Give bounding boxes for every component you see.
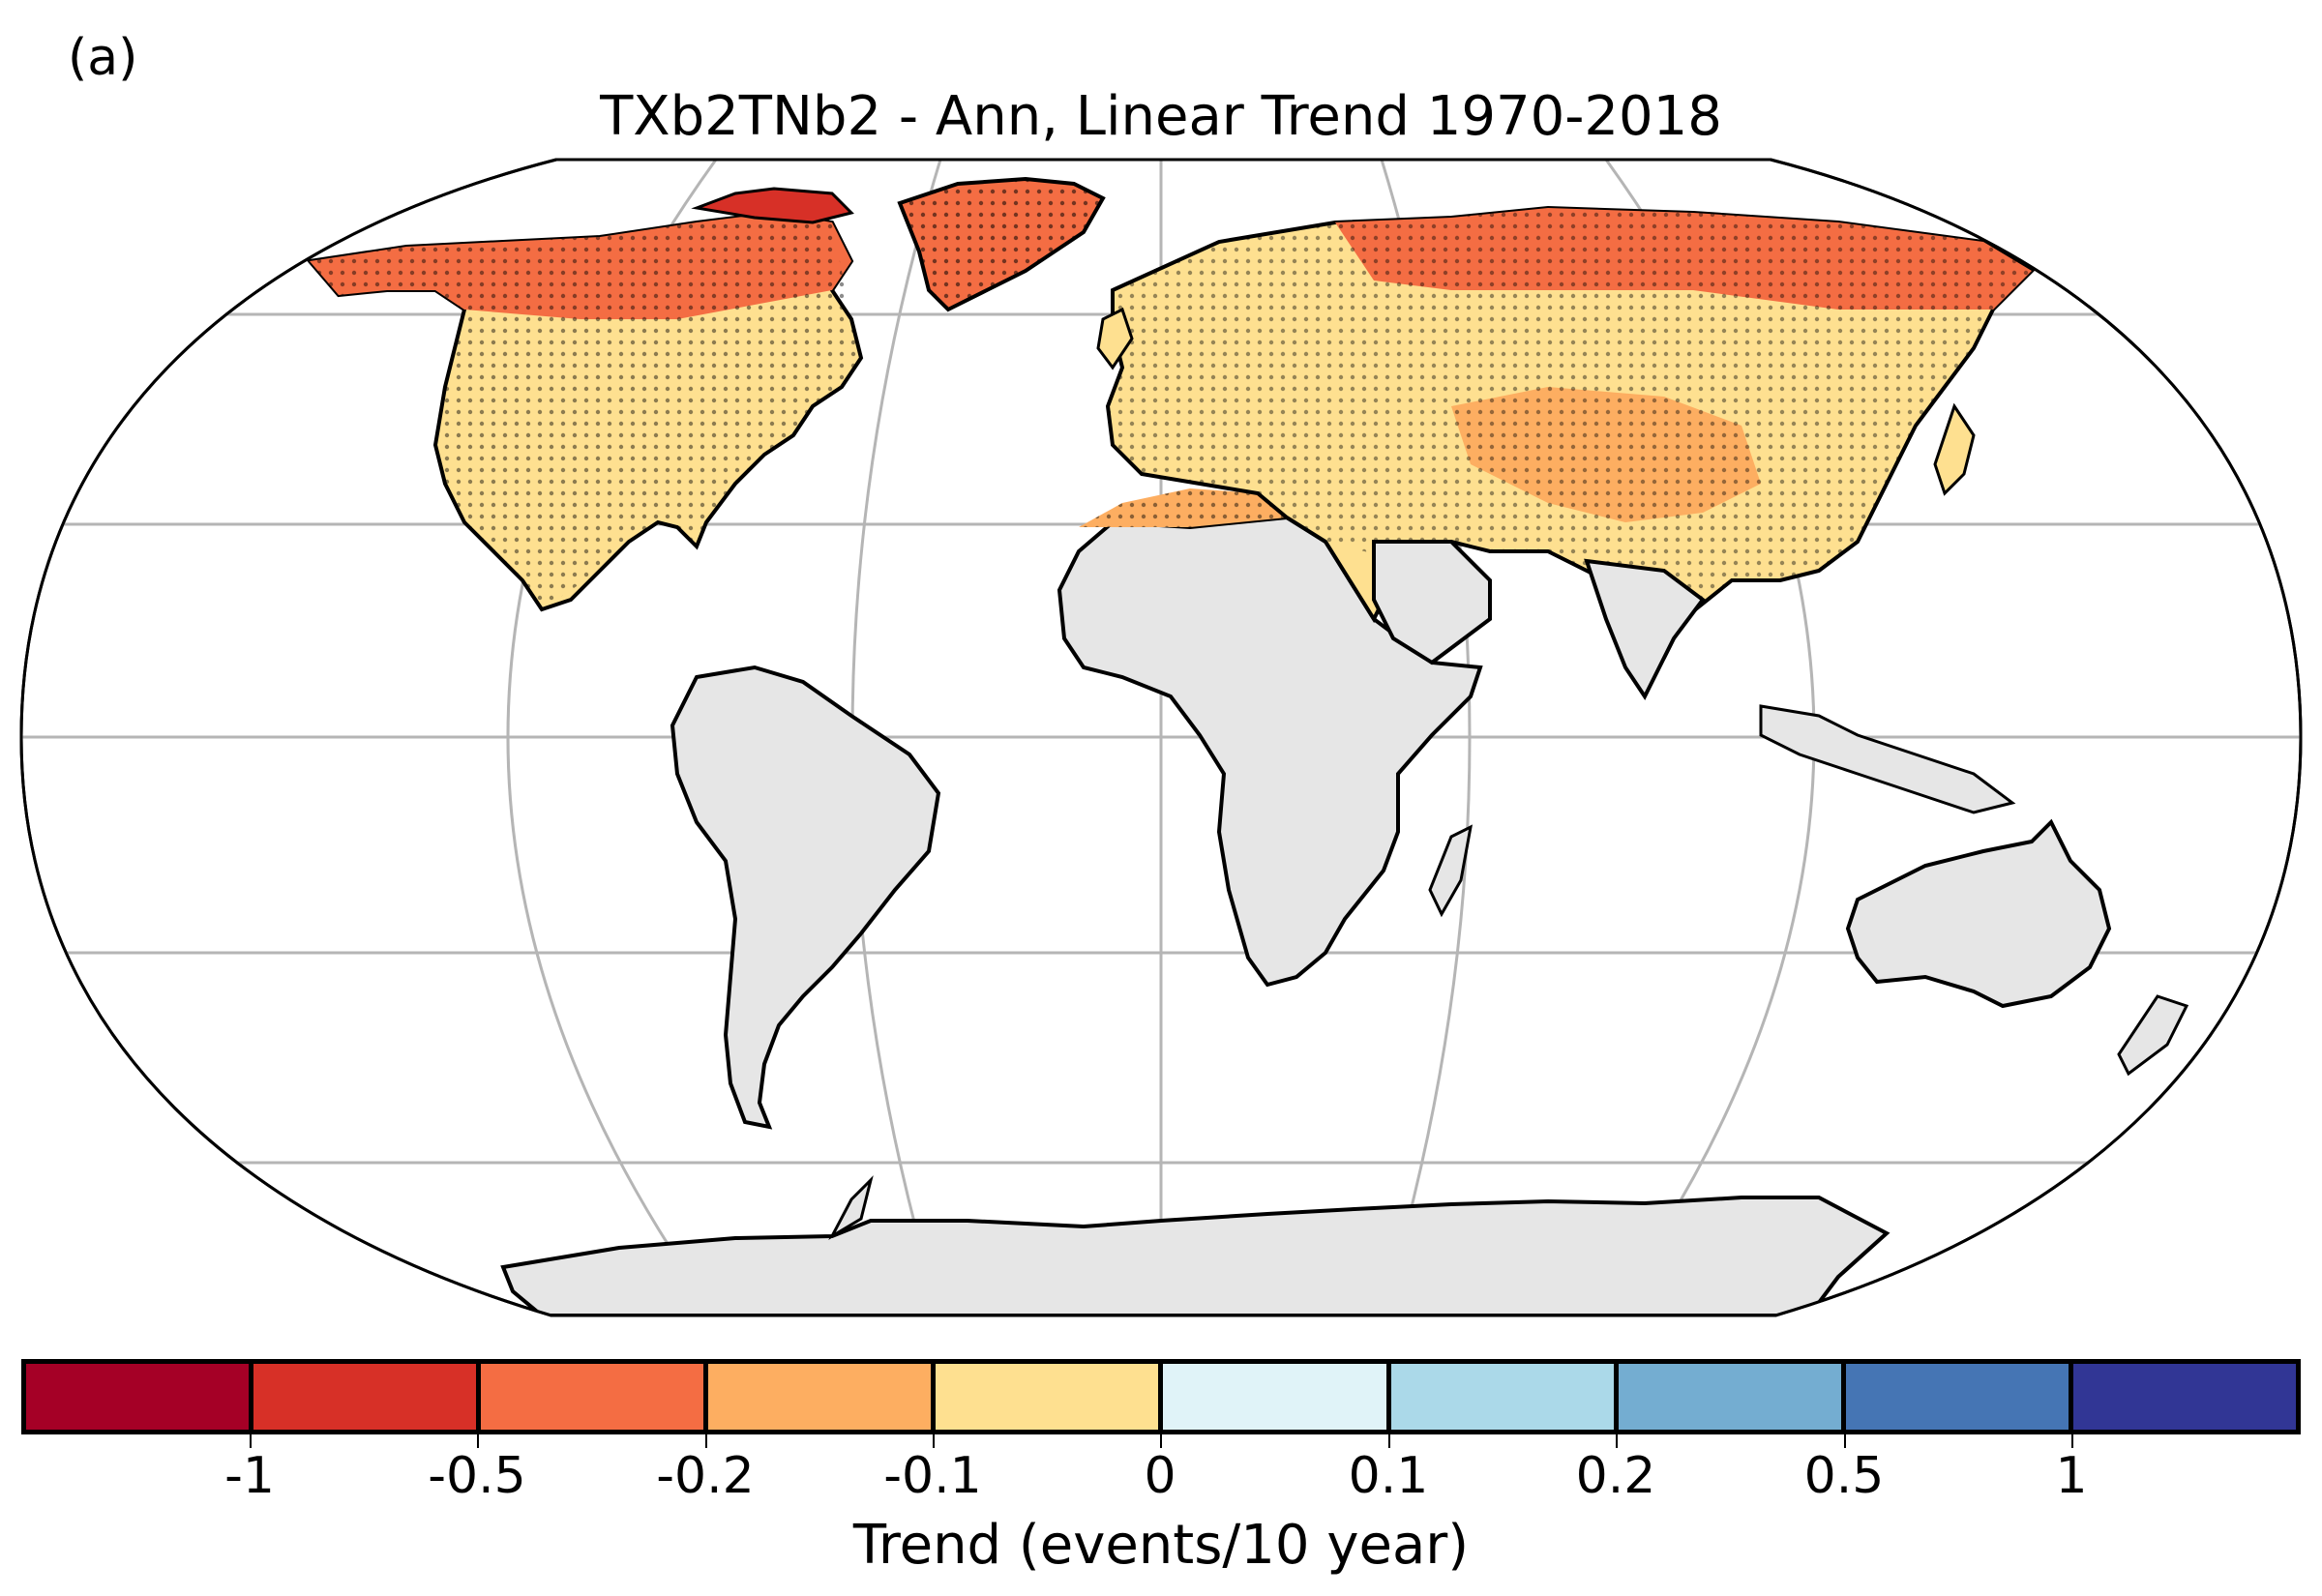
colorbar-tick-label: 0.2 [1575, 1447, 1656, 1505]
arabia-landmass [1372, 540, 1492, 665]
colorbar-title: Trend (events/10 year) [852, 1514, 1470, 1577]
colorbar-tick-label: 0.5 [1803, 1447, 1885, 1505]
colorbar-tick-label: -1 [224, 1447, 275, 1505]
colorbar-tick [477, 1434, 479, 1448]
colorbar-bin [253, 1364, 482, 1430]
colorbar-tick-label: -0.1 [883, 1447, 982, 1505]
japan-islands [1933, 402, 1976, 496]
antarctic-peninsula [828, 1175, 874, 1241]
colorbar-tick [1388, 1434, 1390, 1448]
world-map [19, 158, 2303, 1317]
indonesia-islands [1759, 704, 2016, 814]
madagascar [1428, 824, 1474, 918]
colorbar-tick [705, 1434, 707, 1448]
colorbar-bin [1390, 1364, 1619, 1430]
south-america-landmass [670, 665, 941, 1130]
colorbar-tick-label: 1 [2055, 1447, 2088, 1505]
arctic-archipelago [691, 187, 854, 224]
colorbar-bin [1845, 1364, 2073, 1430]
colorbar-tick [1844, 1434, 1846, 1448]
colorbar [21, 1359, 2301, 1434]
colorbar-bin [1618, 1364, 1846, 1430]
british-isles [1096, 307, 1134, 370]
colorbar-tick [2071, 1434, 2073, 1448]
new-zealand [2117, 994, 2189, 1077]
colorbar-tick-label: 0.1 [1348, 1447, 1429, 1505]
colorbar-tick-label: -0.5 [428, 1447, 526, 1505]
colorbar-tick [1160, 1434, 1162, 1448]
map-title: TXb2TNb2 - Ann, Linear Trend 1970-2018 [600, 85, 1722, 148]
panel-label: (a) [68, 29, 138, 87]
india-landmass [1584, 558, 1706, 700]
colorbar-tick-label: -0.2 [656, 1447, 755, 1505]
colorbar-bin [2072, 1364, 2296, 1430]
colorbar-bin [936, 1364, 1164, 1430]
colorbar-tick [250, 1434, 252, 1448]
colorbar-tick [933, 1434, 935, 1448]
colorbar-bin [26, 1364, 254, 1430]
colorbar-bin [1163, 1364, 1391, 1430]
australia-landmass [1845, 818, 2112, 1009]
colorbar-tick-label: 0 [1144, 1447, 1176, 1505]
colorbar-bin [481, 1364, 709, 1430]
colorbar-bin [708, 1364, 937, 1430]
colorbar-tick [1616, 1434, 1618, 1448]
